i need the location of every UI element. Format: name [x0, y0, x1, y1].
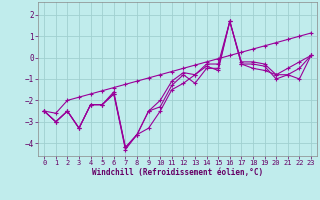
X-axis label: Windchill (Refroidissement éolien,°C): Windchill (Refroidissement éolien,°C)	[92, 168, 263, 177]
